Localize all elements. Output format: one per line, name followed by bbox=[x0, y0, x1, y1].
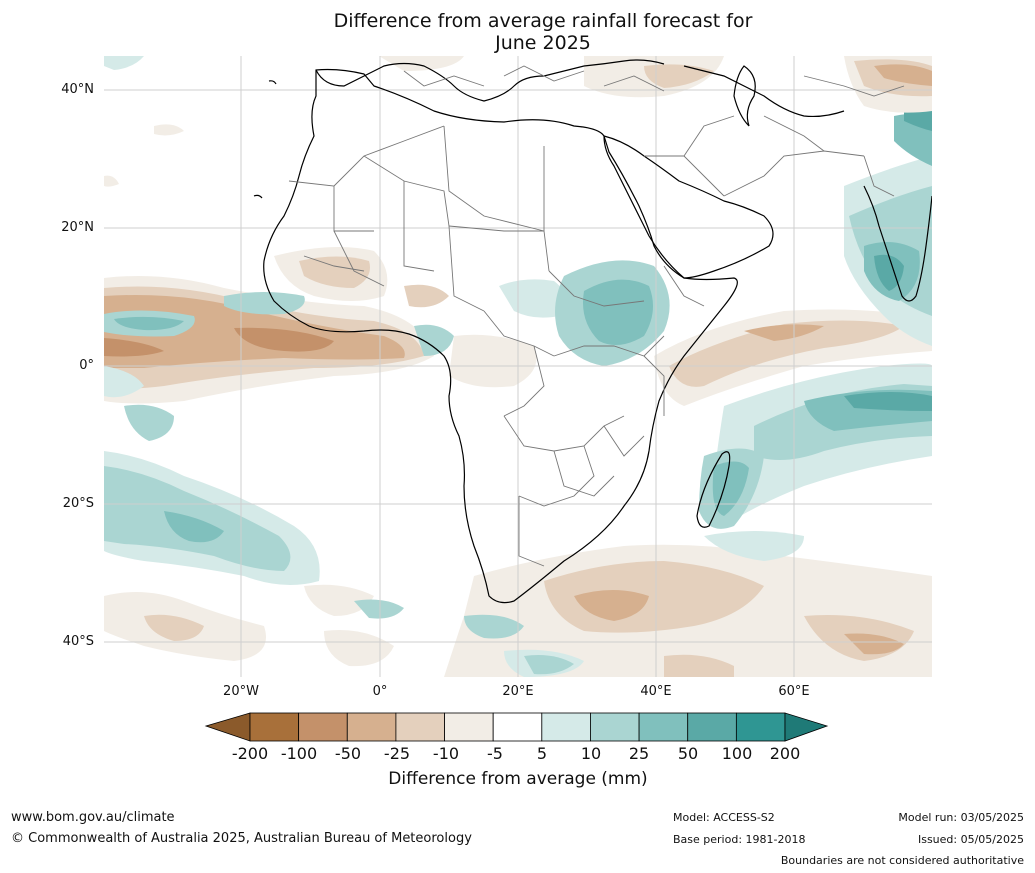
colorbar-cell bbox=[249, 712, 300, 742]
colorbar-tick-label: -100 bbox=[280, 744, 318, 763]
rainfall-map bbox=[104, 56, 932, 677]
footer-model-run: Model run: 03/05/2025 bbox=[898, 811, 1024, 824]
colorbar-tick-label: -10 bbox=[432, 744, 460, 763]
colorbar-cell bbox=[735, 712, 786, 742]
map-title-line1: Difference from average rainfall forecas… bbox=[333, 10, 753, 32]
lon-label-20w: 20°W bbox=[223, 684, 259, 699]
colorbar-tick-label: 50 bbox=[677, 744, 699, 763]
colorbar-tick-label: 10 bbox=[580, 744, 602, 763]
colorbar-cell bbox=[638, 712, 689, 742]
lon-label-40e: 40°E bbox=[640, 684, 672, 699]
map-title-line2: June 2025 bbox=[495, 32, 591, 54]
colorbar-tick-label: 25 bbox=[628, 744, 650, 763]
colorbar-cells bbox=[249, 712, 786, 742]
colorbar-end-high bbox=[784, 712, 829, 742]
coastlines bbox=[253, 59, 932, 604]
colorbar bbox=[204, 712, 829, 742]
colorbar-cell bbox=[590, 712, 640, 742]
colorbar-cell bbox=[346, 712, 397, 742]
lat-label-equator: 0° bbox=[79, 358, 94, 373]
footer-copyright: © Commonwealth of Australia 2025, Austra… bbox=[11, 831, 472, 846]
colorbar-tick-label: 5 bbox=[536, 744, 548, 763]
country-borders bbox=[288, 65, 905, 567]
lat-label-40n: 40°N bbox=[61, 82, 94, 97]
colorbar-tick-label: 100 bbox=[721, 744, 753, 763]
colorbar-cell bbox=[444, 712, 494, 742]
lat-label-40s: 40°S bbox=[62, 634, 94, 649]
colorbar-cell bbox=[687, 712, 737, 742]
colorbar-cell bbox=[541, 712, 591, 742]
lon-label-20e: 20°E bbox=[502, 684, 534, 699]
lon-label-0: 0° bbox=[372, 684, 388, 699]
lat-label-20n: 20°N bbox=[61, 220, 94, 235]
colorbar-title: Difference from average (mm) bbox=[388, 769, 648, 789]
footer-model: Model: ACCESS-S2 bbox=[673, 811, 775, 824]
map-canvas bbox=[104, 56, 932, 677]
colorbar-tick-label: -200 bbox=[231, 744, 269, 763]
colorbar-end-low bbox=[204, 712, 251, 742]
colorbar-tick-label: -25 bbox=[383, 744, 411, 763]
colorbar-tick-label: -50 bbox=[334, 744, 362, 763]
graticule bbox=[104, 56, 932, 677]
lon-label-60e: 60°E bbox=[778, 684, 810, 699]
lat-label-20s: 20°S bbox=[62, 496, 94, 511]
anomaly-shading bbox=[104, 56, 932, 677]
colorbar-cell bbox=[298, 712, 348, 742]
map-title: Difference from average rainfall forecas… bbox=[193, 10, 893, 54]
footer-website: www.bom.gov.au/climate bbox=[11, 810, 175, 825]
colorbar-cell bbox=[395, 712, 445, 742]
colorbar-tick-label: -5 bbox=[487, 744, 503, 763]
footer-base-period: Base period: 1981-2018 bbox=[673, 833, 806, 846]
colorbar-cell bbox=[492, 712, 543, 742]
footer-issued: Issued: 05/05/2025 bbox=[917, 833, 1024, 846]
colorbar-tick-label: 200 bbox=[769, 744, 801, 763]
footer-disclaimer: Boundaries are not considered authoritat… bbox=[780, 854, 1024, 867]
